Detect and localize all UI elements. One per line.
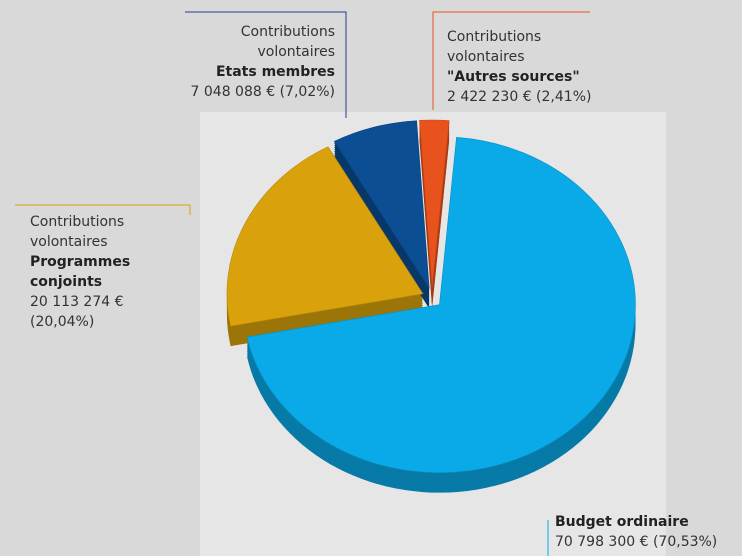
label-prefix: volontaires	[30, 234, 108, 250]
slice	[246, 137, 636, 473]
slice	[333, 120, 430, 289]
label-prefix: volontaires	[447, 49, 525, 65]
label-prefix: Contributions	[447, 29, 542, 45]
value-label: 2 422 230 € (2,41%)	[447, 89, 592, 105]
slice	[226, 146, 424, 327]
leader-line	[432, 11, 590, 110]
label-name-line: Budget ordinaire	[555, 512, 717, 532]
value-label: 70 798 300 € (70,53%)	[555, 534, 718, 550]
label-prefix: volontaires	[257, 44, 336, 60]
slice	[419, 119, 450, 289]
slice-label: Contributions volontaires "Autres sources"…	[447, 27, 591, 107]
slice-label: Contributions volontaires Programmes conjo…	[30, 212, 190, 332]
label-name: Budget ordinaire	[555, 514, 689, 530]
value-label: 7 048 088 € (7,02%)	[190, 84, 335, 100]
label-prefix: Contributions	[30, 214, 125, 230]
label-name-line: Etats membres	[191, 62, 335, 82]
label-prefix: Contributions	[240, 24, 335, 40]
leader-line	[15, 204, 191, 215]
value-label: 20 113 274 € (20,04%)	[30, 294, 124, 330]
slices	[226, 119, 636, 473]
slice-label: Contributions volontaires Etats membres 7 0…	[191, 22, 335, 102]
label-name: "Autres sources"	[447, 69, 580, 85]
label-name: Programmes conjoints	[30, 254, 131, 290]
label-name-line: "Autres sources"	[447, 67, 591, 87]
slice-label: Budget ordinaire 70 798 300 € (70,53%)	[555, 512, 717, 552]
leaders	[15, 11, 590, 556]
label-name: Etats membres	[215, 64, 335, 80]
leader-line	[185, 11, 347, 118]
label-name-line: Programmes conjoints	[30, 252, 140, 292]
